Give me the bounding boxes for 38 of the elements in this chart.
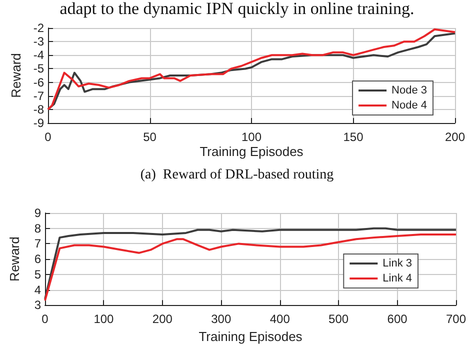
text: adapt to the dynamic IPN quickly in online training. [60,0,414,18]
legend-label: Node 4 [392,100,428,112]
x-tick-label: 400 [270,312,290,326]
x-tick-label: 200 [444,130,466,144]
y-axis-title: Reward [8,53,24,98]
y-tick-label: 3 [34,298,42,312]
y-tick-label: 6 [34,252,42,266]
y-tick-label: 5 [34,267,42,282]
y-tick-label: -7 [33,88,44,103]
x-tick-label: 100 [94,312,114,326]
x-tick-label: 700 [446,312,466,326]
x-tick-label: 100 [241,130,262,144]
y-tick-label: -8 [33,102,44,116]
y-tick-label: -6 [33,75,44,90]
x-tick-label: 150 [343,130,364,144]
y-tick-label: -2 [33,21,44,35]
y-tick-label: 8 [34,221,42,236]
x-axis-title: Training Episodes [200,144,304,159]
y-tick-label: 4 [34,282,42,297]
x-tick-label: 50 [143,130,157,144]
x-tick-label: 200 [152,312,173,326]
y-tick-label: 9 [34,206,42,220]
y-tick-label: -3 [33,34,44,49]
y-tick-label: 7 [34,236,42,251]
y-tick-label: -4 [33,48,44,62]
legend-label: Node 3 [392,84,428,96]
y-tick-label: -5 [33,62,44,76]
legend-label: Link 3 [382,258,412,270]
x-tick-label: 0 [42,312,49,326]
legend-label: Link 4 [382,272,412,284]
x-tick-label: 300 [211,312,232,326]
text: (a) Reward of DRL-based routing [140,168,334,182]
x-tick-label: 500 [328,312,349,326]
y-tick-label: -9 [33,116,44,130]
y-axis-title: Reward [7,236,22,282]
x-tick-label: 0 [44,130,52,144]
x-axis-title: Training Episodes [198,329,303,344]
x-tick-label: 600 [387,312,408,326]
